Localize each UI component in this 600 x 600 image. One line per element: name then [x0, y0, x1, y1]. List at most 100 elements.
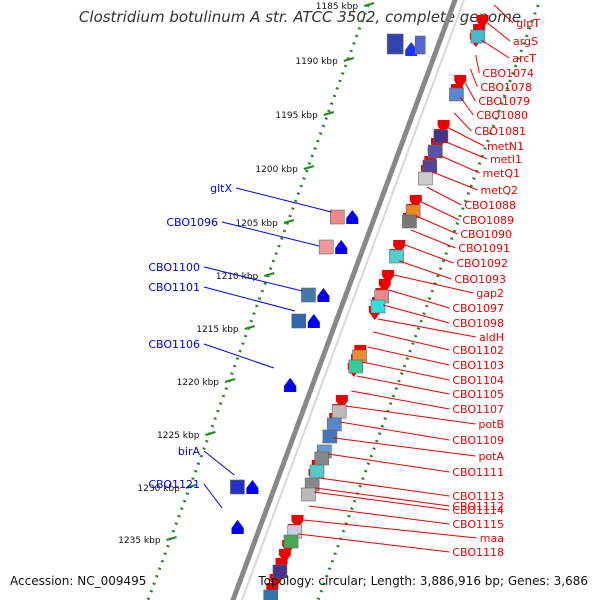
right-label-leader: [345, 405, 476, 425]
right-label-leader: [410, 229, 456, 249]
tick-label: 1200 kbp: [255, 165, 298, 175]
right-label-leader: [373, 331, 450, 351]
reverse-gene-arrow: [278, 549, 291, 563]
gene-block: [329, 209, 345, 225]
right-label-leader: [361, 361, 450, 381]
right-gene-label: CBO1109: [452, 434, 504, 447]
gene-block: [389, 249, 404, 264]
tick-mark: [185, 484, 197, 489]
right-gene-label: metQ1: [483, 167, 520, 180]
tick-label: 1195 kbp: [275, 111, 318, 121]
left-gene-label: CBO1121: [148, 478, 200, 491]
right-label-leader: [315, 487, 450, 507]
right-gene-label: CBO1079: [478, 95, 530, 108]
reverse-gene-arrow: [335, 395, 348, 409]
right-gene-label: CBO1097: [452, 302, 504, 315]
right-gene-label: CBO1093: [454, 273, 506, 286]
tick-label: 1205 kbp: [235, 219, 278, 229]
tick-label: 1225 kbp: [157, 431, 200, 441]
right-label-leader: [356, 375, 450, 395]
left-label-leader: [221, 221, 320, 247]
gene-block: [291, 313, 307, 329]
right-label-leader: [475, 54, 480, 74]
forward-gene-arrow: [346, 210, 359, 224]
tick-mark: [166, 536, 177, 541]
gene-block: [449, 87, 464, 102]
map-title: Clostridium botulinum A str. ATCC 3502, …: [78, 8, 522, 26]
gene-block: [422, 159, 438, 174]
right-label-leader: [394, 274, 474, 294]
right-gene-label: CBO1114: [452, 504, 504, 517]
right-gene-label: metN1: [487, 140, 524, 153]
right-label-leader: [464, 82, 476, 102]
right-gene-label: CBO1089: [462, 214, 514, 227]
left-label-leader: [203, 450, 235, 476]
right-label-leader: [426, 186, 462, 206]
gene-block: [327, 417, 342, 432]
right-gene-label: CBO1111: [452, 466, 504, 479]
left-gene-label: CBO1096: [166, 216, 218, 229]
right-label-leader: [383, 304, 450, 324]
gene-block: [386, 33, 404, 55]
right-gene-label: argS: [513, 35, 538, 48]
gene-block: [283, 534, 299, 549]
right-label-leader: [367, 346, 450, 366]
right-gene-label: CBO1115: [452, 518, 504, 531]
tick-label: 1215 kbp: [196, 325, 239, 335]
tick-label: 1210 kbp: [216, 272, 259, 282]
reverse-gene-arrow: [393, 240, 406, 254]
tick-mark: [244, 325, 255, 330]
tick-mark: [363, 2, 375, 7]
gene-block: [402, 214, 417, 229]
reverse-gene-arrow: [437, 120, 450, 134]
left-gene-label: CBO1106: [148, 338, 200, 351]
gene-block: [433, 129, 449, 144]
right-gene-label: CBO1102: [452, 344, 504, 357]
right-gene-label: metQ2: [481, 184, 518, 197]
left-label-leader: [203, 343, 275, 369]
tick-label: 1235 kbp: [118, 536, 161, 546]
gene-block: [418, 171, 433, 186]
right-gene-label: CBO1105: [452, 388, 504, 401]
gene-block: [370, 299, 386, 314]
right-gene-label: CBO1103: [452, 359, 504, 372]
reverse-gene-arrow: [291, 515, 304, 529]
reverse-gene-arrow: [409, 195, 422, 209]
right-gene-label: CBO1088: [464, 199, 516, 212]
left-label-leader: [235, 187, 332, 213]
gene-block: [318, 239, 334, 255]
forward-gene-arrow: [231, 520, 244, 534]
right-label-leader: [448, 127, 485, 147]
right-label-leader: [453, 112, 472, 132]
right-gene-label: potB: [478, 418, 504, 431]
right-gene-label: gap2: [476, 287, 504, 300]
right-label-leader: [388, 289, 450, 309]
right-label-leader: [438, 154, 480, 174]
right-gene-label: aldH: [479, 331, 504, 344]
tick-mark: [224, 378, 236, 383]
right-gene-label: maa: [480, 532, 504, 545]
chromosome-backbone: [230, 0, 458, 600]
right-label-leader: [303, 519, 477, 539]
right-label-leader: [333, 437, 476, 457]
tick-label: 1220 kbp: [177, 378, 220, 388]
right-label-leader: [377, 318, 477, 338]
left-gene-label: CBO1100: [148, 261, 200, 274]
left-label-leader: [203, 266, 303, 292]
tick-mark: [303, 165, 315, 170]
right-label-leader: [405, 244, 454, 264]
gene-block: [331, 404, 347, 419]
right-label-leader: [443, 140, 488, 160]
right-label-leader: [459, 96, 474, 116]
right-gene-label: CBO1074: [482, 67, 534, 80]
forward-gene-arrow: [405, 42, 418, 56]
right-label-leader: [415, 215, 458, 235]
forward-gene-arrow: [246, 480, 259, 494]
reverse-gene-arrow: [382, 270, 395, 284]
gene-block: [272, 564, 288, 579]
right-gene-label: CBO1112: [452, 500, 504, 513]
gene-block: [301, 287, 316, 303]
right-gene-label: CBO1118: [452, 546, 504, 559]
